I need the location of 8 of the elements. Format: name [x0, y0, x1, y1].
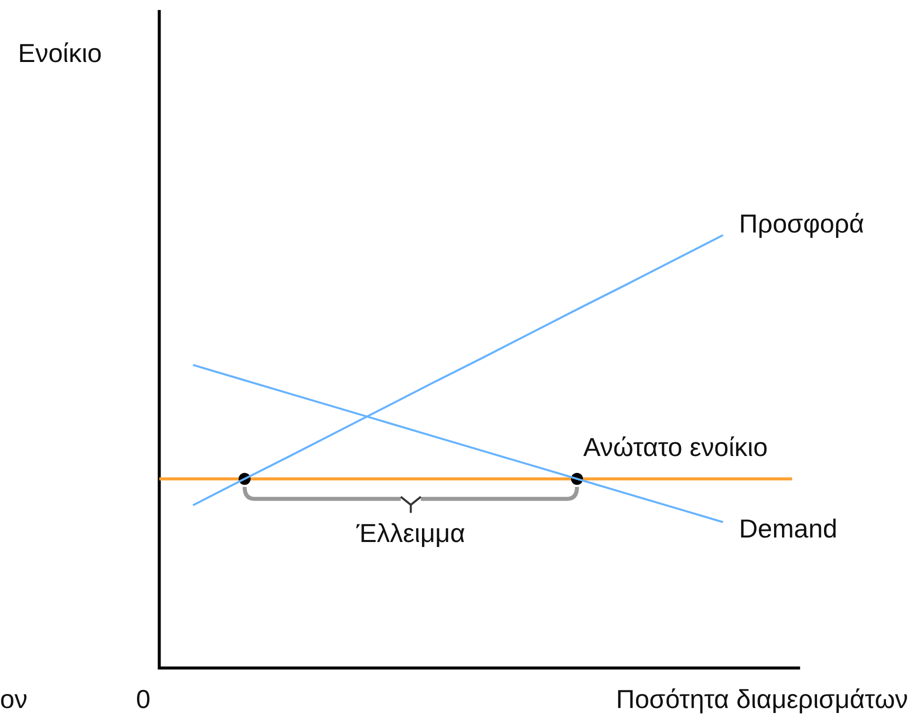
x-axis-title: Ποσότητα διαμερισμάτων	[616, 684, 908, 715]
series-label: Demand	[739, 513, 838, 544]
text: Ενοίκιο	[18, 38, 102, 69]
text: ον	[0, 684, 28, 715]
text: 0	[136, 684, 150, 715]
annotation: Έλλειμμα	[355, 518, 466, 548]
ref-line-label: Ανώτατο ενοίκιο	[583, 432, 768, 462]
series-label: Προσφορά	[739, 208, 864, 238]
